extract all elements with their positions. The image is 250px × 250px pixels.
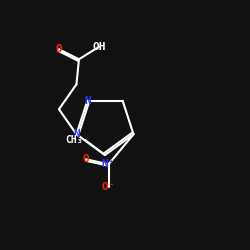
Text: O⁻: O⁻ bbox=[102, 182, 115, 192]
Text: CH₃: CH₃ bbox=[65, 135, 82, 145]
Text: O: O bbox=[83, 154, 89, 164]
Text: N: N bbox=[84, 96, 91, 106]
Text: OH: OH bbox=[92, 42, 106, 52]
Text: O: O bbox=[56, 44, 62, 54]
Text: N: N bbox=[73, 129, 80, 139]
Text: N⁺: N⁺ bbox=[102, 159, 115, 169]
